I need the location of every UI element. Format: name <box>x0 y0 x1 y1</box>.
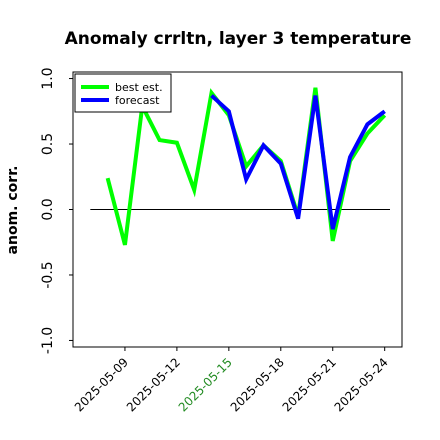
chart-title: Anomaly crrltn, layer 3 temperature <box>65 29 412 49</box>
x-tick-label: 2025-05-12 <box>124 355 183 414</box>
y-tick-label: -1.0 <box>40 327 56 354</box>
x-tick-label: 2025-05-18 <box>228 355 287 414</box>
y-tick-label: -0.5 <box>40 261 56 288</box>
y-tick-label: 1.0 <box>40 67 56 89</box>
plot-area: -1.0-0.50.00.51.02025-05-092025-05-12202… <box>40 67 403 414</box>
series-line-1 <box>210 94 386 230</box>
y-tick-label: 0.5 <box>40 133 56 155</box>
y-tick-label: 0.0 <box>40 198 56 220</box>
legend-box <box>74 73 172 113</box>
x-tick-label: 2025-05-24 <box>332 355 391 414</box>
x-tick-label: 2025-05-09 <box>72 355 131 414</box>
legend: best est.forecast <box>74 73 172 113</box>
x-tick-label: 2025-05-21 <box>280 355 339 414</box>
legend-label: forecast <box>115 94 160 107</box>
y-axis-label: anom. corr. <box>5 166 21 255</box>
series-line-0 <box>105 87 387 246</box>
x-tick-label: 2025-05-15 <box>176 355 235 414</box>
legend-label: best est. <box>115 81 163 94</box>
